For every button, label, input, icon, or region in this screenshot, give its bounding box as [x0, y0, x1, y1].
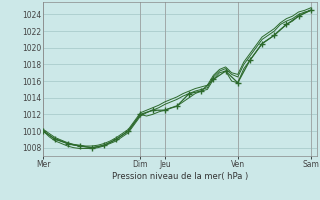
X-axis label: Pression niveau de la mer( hPa ): Pression niveau de la mer( hPa ) [112, 172, 248, 181]
